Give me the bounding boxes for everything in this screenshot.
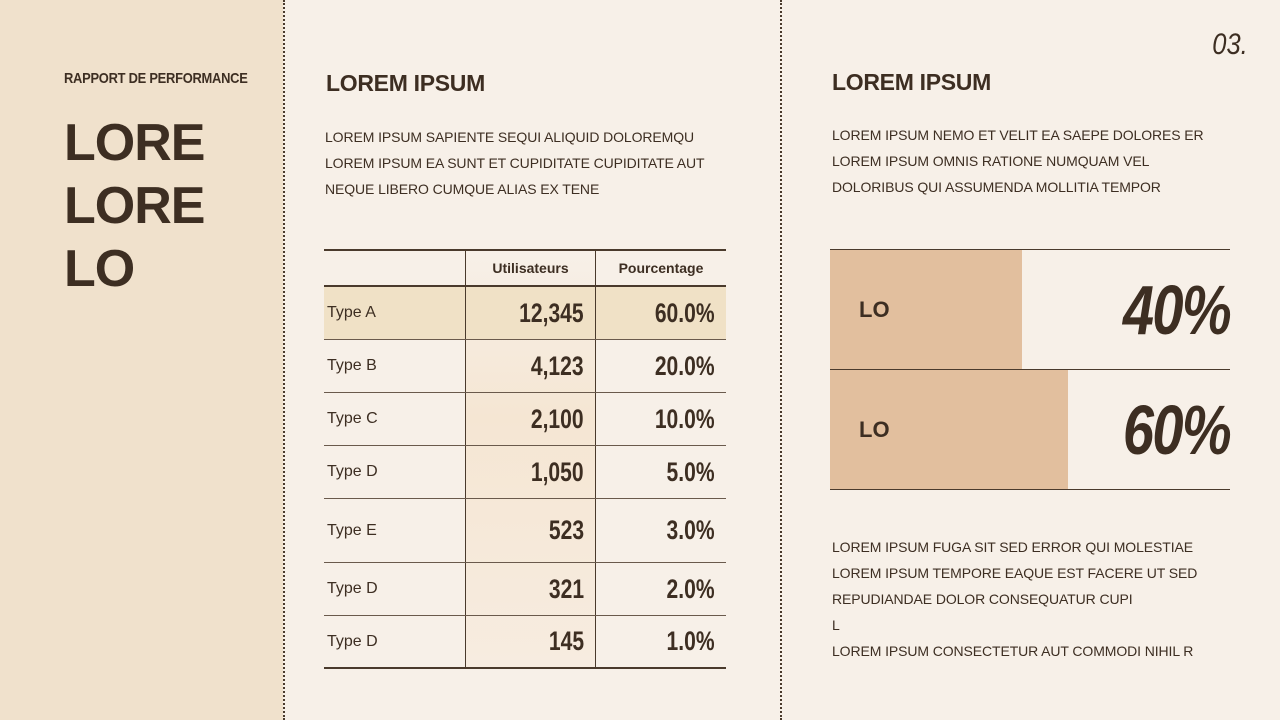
main-title: LORE LORE LO [64,112,205,301]
table-row: Type E 523 3.0% [324,499,726,563]
bar-value: 40% [1122,270,1232,349]
cell-users: 321 [465,563,595,615]
table-row: Type C 2,100 10.0% [324,393,726,446]
cell-users: 523 [465,499,595,562]
bar-label: LO [859,416,890,442]
paragraph-line: L [832,617,840,633]
table-row: Type D 321 2.0% [324,563,726,616]
cell-type: Type D [327,580,378,597]
report-kicker: RAPPORT DE PERFORMANCE [64,70,248,87]
cell-type: Type D [327,632,378,650]
cell-percent: 1.0% [595,616,726,667]
paragraph-line: LOREM IPSUM CONSECTETUR AUT COMMODI NIHI… [832,643,1194,659]
paragraph-line: NEQUE LIBERO CUMQUE ALIAS EX TENE [325,181,600,197]
table-row: Type A 12,345 60.0% [324,287,726,340]
header-cell-empty [324,251,465,285]
percent-value: 3.0% [666,515,715,545]
cell-type: Type A [327,304,376,321]
users-value: 321 [548,573,584,604]
percentage-bar: LO 60% [830,369,1232,490]
cell-users: 4,123 [465,340,595,392]
cell-type: Type B [327,357,377,374]
middle-paragraph: LOREM IPSUM SAPIENTE SEQUI ALIQUID DOLOR… [325,124,705,202]
table-row: Type D 145 1.0% [324,616,726,667]
cell-percent: 2.0% [595,563,726,615]
cell-percent: 5.0% [595,446,726,498]
percent-value: 2.0% [666,573,715,604]
cell-percent: 20.0% [595,340,726,392]
cell-users: 12,345 [465,287,595,339]
table-row: Type B 4,123 20.0% [324,340,726,393]
percent-value: 10.0% [655,403,715,434]
users-value: 145 [548,626,584,656]
header-cell-users: Utilisateurs [465,251,595,285]
title-line: LORE [64,177,205,235]
users-value: 12,345 [519,297,584,328]
percent-value: 60.0% [655,297,715,328]
bar-fill [830,370,1068,489]
cell-type: Type D [327,463,378,480]
middle-divider [780,0,782,720]
paragraph-line: LOREM IPSUM NEMO ET VELIT EA SAEPE DOLOR… [832,127,1204,143]
cell-percent: 3.0% [595,499,726,562]
table-header-row: Utilisateurs Pourcentage [324,251,726,287]
percent-value: 5.0% [666,456,715,487]
paragraph-line: REPUDIANDAE DOLOR CONSEQUATUR CUPI [832,591,1133,607]
right-paragraph: LOREM IPSUM NEMO ET VELIT EA SAEPE DOLOR… [832,122,1204,200]
users-value: 2,100 [531,403,584,434]
bar-value: 60% [1122,390,1232,469]
left-divider [283,0,285,720]
paragraph-line: LOREM IPSUM SAPIENTE SEQUI ALIQUID DOLOR… [325,129,695,145]
middle-heading: LOREM IPSUM [326,70,485,96]
bar-fill [830,250,1022,369]
cell-users: 1,050 [465,446,595,498]
paragraph-line: DOLORIBUS QUI ASSUMENDA MOLLITIA TEMPOR [832,179,1161,195]
cell-percent: 60.0% [595,287,726,339]
title-line: LORE [64,114,205,172]
table-row: Type D 1,050 5.0% [324,446,726,499]
paragraph-line: LOREM IPSUM OMNIS RATIONE NUMQUAM VEL [832,153,1150,169]
footer-paragraph: LOREM IPSUM FUGA SIT SED ERROR QUI MOLES… [832,534,1197,664]
users-value: 4,123 [531,350,584,381]
paragraph-line: LOREM IPSUM EA SUNT ET CUPIDITATE CUPIDI… [325,155,705,171]
right-heading: LOREM IPSUM [832,69,991,95]
cell-percent: 10.0% [595,393,726,445]
page-number: 03. [1212,28,1248,61]
sidebar-panel [0,0,283,720]
cell-type: Type C [327,410,378,427]
header-cell-percent: Pourcentage [595,251,726,285]
paragraph-line: LOREM IPSUM TEMPORE EAQUE EST FACERE UT … [832,565,1198,581]
cell-users: 2,100 [465,393,595,445]
percent-value: 20.0% [655,350,715,381]
users-value: 1,050 [531,456,584,487]
title-line: LO [64,240,135,298]
percent-value: 1.0% [666,626,715,656]
users-value: 523 [548,515,584,545]
bar-label: LO [859,296,890,322]
users-table: Utilisateurs Pourcentage Type A 12,345 6… [324,249,726,669]
cell-type: Type E [327,521,377,539]
cell-users: 145 [465,616,595,667]
percentage-bar: LO 40% [830,249,1232,369]
paragraph-line: LOREM IPSUM FUGA SIT SED ERROR QUI MOLES… [832,539,1193,555]
